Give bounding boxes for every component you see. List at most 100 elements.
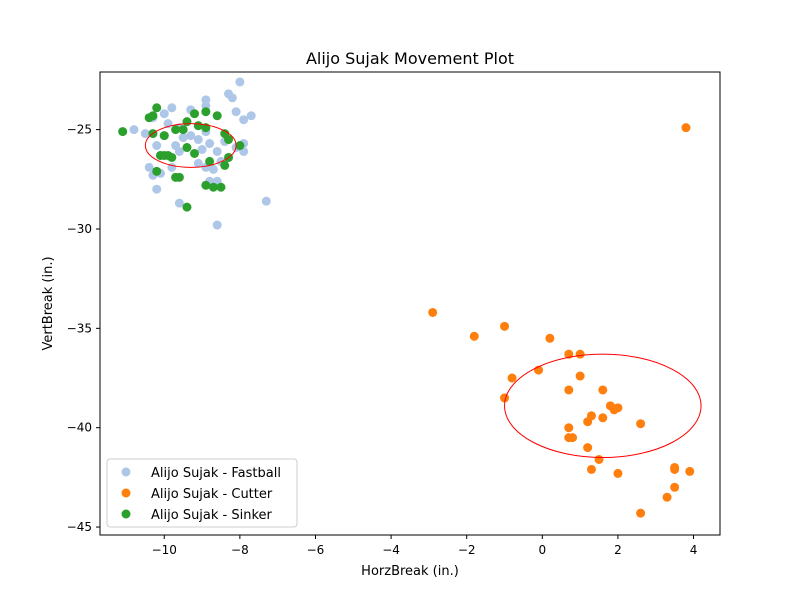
data-point-series-2 <box>152 103 162 113</box>
data-point-series-2 <box>220 160 230 170</box>
data-point-series-0 <box>152 184 162 194</box>
y-axis-label: VertBreak (in.) <box>41 256 56 350</box>
y-tick-label: −40 <box>67 421 92 435</box>
data-point-series-0 <box>197 145 207 154</box>
data-point-series-1 <box>564 423 574 433</box>
data-point-series-2 <box>182 202 192 212</box>
data-point-series-1 <box>568 433 578 443</box>
chart-title: Alijo Sujak Movement Plot <box>306 49 514 68</box>
data-point-series-1 <box>636 508 646 518</box>
data-point-series-1 <box>613 468 623 478</box>
data-point-series-2 <box>178 125 188 135</box>
data-point-series-0 <box>212 146 222 156</box>
data-point-series-1 <box>598 385 608 395</box>
data-point-series-1 <box>575 349 585 359</box>
x-tick-label: −4 <box>382 543 400 557</box>
data-point-series-1 <box>564 385 574 395</box>
data-point-series-1 <box>507 373 517 383</box>
cluster-ellipse <box>504 353 702 459</box>
plot-area <box>118 77 702 518</box>
data-point-series-2 <box>182 143 192 153</box>
y-tick-label: −30 <box>67 222 92 236</box>
axis-ticks: −10 −8 −6 −4 −2 0 2 4 −45 −40 −35 −30 −25 <box>67 123 698 557</box>
y-tick-label: −25 <box>67 123 92 137</box>
data-point-series-1 <box>500 321 510 331</box>
x-tick-label: −10 <box>152 543 177 557</box>
data-point-series-2 <box>152 166 162 176</box>
data-point-series-2 <box>174 172 184 182</box>
data-point-series-0 <box>159 109 169 119</box>
data-point-series-0 <box>205 139 215 149</box>
data-point-series-1 <box>598 413 608 423</box>
data-point-series-1 <box>583 443 593 453</box>
axes-frame <box>99 71 721 536</box>
data-point-series-1 <box>545 333 555 343</box>
data-point-series-2 <box>235 141 245 151</box>
legend-label: Alijo Sujak - Sinker <box>151 508 273 523</box>
data-point-series-0 <box>186 131 196 141</box>
data-point-series-2 <box>167 152 177 162</box>
data-point-series-1 <box>685 466 695 476</box>
x-axis-label: HorzBreak (in.) <box>361 564 459 579</box>
data-point-series-0 <box>152 141 162 151</box>
x-tick-label: −2 <box>458 543 476 557</box>
data-point-series-2 <box>201 107 211 117</box>
data-point-series-0 <box>193 158 203 168</box>
x-tick-label: 4 <box>690 543 698 557</box>
data-point-series-0 <box>174 146 184 156</box>
data-point-series-1 <box>428 307 438 317</box>
data-point-series-0 <box>174 198 184 208</box>
data-point-series-2 <box>224 135 234 145</box>
data-point-series-2 <box>171 125 181 135</box>
data-point-series-2 <box>212 111 222 121</box>
cluster-ellipse <box>144 123 237 168</box>
data-point-series-0 <box>261 196 271 206</box>
data-point-series-2 <box>205 156 215 166</box>
legend-label: Alijo Sujak - Cutter <box>151 487 273 502</box>
data-point-series-0 <box>227 93 237 103</box>
data-point-series-2 <box>182 117 192 127</box>
data-point-series-2 <box>190 109 200 119</box>
x-tick-label: −6 <box>307 543 325 557</box>
data-point-series-1 <box>636 419 646 429</box>
data-point-series-1 <box>586 464 596 474</box>
legend-box <box>106 458 298 528</box>
legend-marker <box>121 467 131 477</box>
y-tick-label: −45 <box>67 520 92 534</box>
data-point-series-1 <box>613 403 623 413</box>
legend: Alijo Sujak - Fastball Alijo Sujak - Cutt… <box>106 458 298 528</box>
x-tick-label: −8 <box>231 543 249 557</box>
data-point-series-0 <box>144 162 154 172</box>
y-tick-label: −35 <box>67 321 92 335</box>
data-point-series-1 <box>469 331 479 341</box>
data-point-series-0 <box>178 133 188 143</box>
data-point-series-0 <box>235 77 245 87</box>
data-point-series-2 <box>144 113 154 123</box>
data-point-series-0 <box>212 220 222 230</box>
data-point-series-2 <box>190 148 200 158</box>
data-point-series-1 <box>575 371 585 381</box>
legend-label: Alijo Sujak - Fastball <box>151 466 281 481</box>
data-point-series-2 <box>159 131 169 141</box>
data-point-series-1 <box>594 454 604 464</box>
x-tick-label: 2 <box>614 543 622 557</box>
data-point-series-1 <box>583 417 593 427</box>
legend-marker <box>121 488 131 498</box>
data-point-series-0 <box>231 107 241 117</box>
data-point-series-0 <box>246 111 256 121</box>
data-point-series-1 <box>662 492 672 502</box>
data-point-series-1 <box>681 123 691 133</box>
data-point-series-2 <box>216 182 226 192</box>
data-point-series-0 <box>129 125 139 135</box>
x-tick-label: 0 <box>538 543 546 557</box>
data-point-series-1 <box>670 464 680 474</box>
data-point-series-2 <box>118 127 128 137</box>
data-point-series-0 <box>239 115 249 125</box>
data-point-series-0 <box>167 103 177 113</box>
legend-marker <box>121 509 131 519</box>
data-point-series-0 <box>140 129 150 139</box>
data-point-series-0 <box>193 135 203 145</box>
data-point-series-2 <box>201 180 211 190</box>
data-point-series-1 <box>670 482 680 492</box>
